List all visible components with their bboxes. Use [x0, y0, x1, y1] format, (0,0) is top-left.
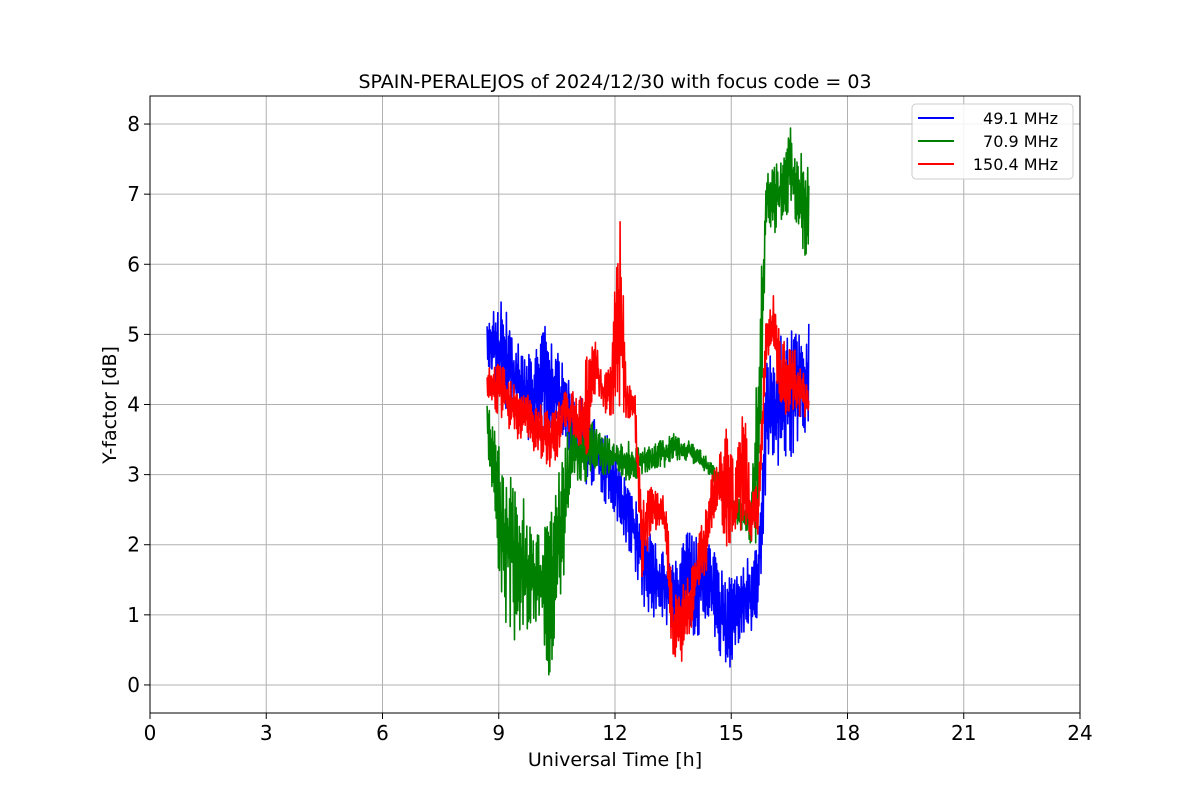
y-tick-label: 6	[127, 252, 140, 276]
x-tick-label: 24	[1067, 721, 1092, 745]
x-tick-label: 12	[602, 721, 627, 745]
x-axis-label: Universal Time [h]	[528, 749, 702, 771]
legend-label: 70.9 MHz	[983, 132, 1058, 151]
y-tick-label: 1	[127, 603, 140, 627]
y-tick-label: 8	[127, 112, 140, 136]
y-tick-label: 5	[127, 322, 140, 346]
legend: 49.1 MHz 70.9 MHz 150.4 MHz	[911, 103, 1074, 180]
x-tick-label: 18	[835, 721, 860, 745]
series-layer	[486, 127, 810, 676]
y-tick-label: 4	[127, 393, 140, 417]
y-tick-label: 3	[127, 463, 140, 487]
x-tick-label: 0	[144, 721, 157, 745]
y-axis-ticks: 0 1 2 3 4 5 6 7 8	[127, 112, 150, 697]
x-tick-label: 3	[260, 721, 273, 745]
x-tick-label: 15	[719, 721, 744, 745]
x-tick-label: 9	[492, 721, 505, 745]
y-axis-label: Y-factor [dB]	[99, 346, 121, 465]
y-tick-label: 2	[127, 533, 140, 557]
series-line	[486, 127, 810, 676]
y-tick-label: 0	[127, 673, 140, 697]
x-tick-label: 21	[951, 721, 976, 745]
legend-box	[911, 103, 1074, 180]
chart-title: SPAIN-PERALEJOS of 2024/12/30 with focus…	[358, 71, 871, 93]
legend-label: 150.4 MHz	[973, 155, 1058, 174]
series-line	[486, 221, 810, 662]
y-tick-label: 7	[127, 182, 140, 206]
legend-label: 49.1 MHz	[983, 109, 1058, 128]
legend-items: 49.1 MHz 70.9 MHz 150.4 MHz	[918, 109, 1058, 174]
x-axis-ticks: 0 3 6 9 12 15 18 21 24	[144, 713, 1093, 745]
x-tick-label: 6	[376, 721, 389, 745]
